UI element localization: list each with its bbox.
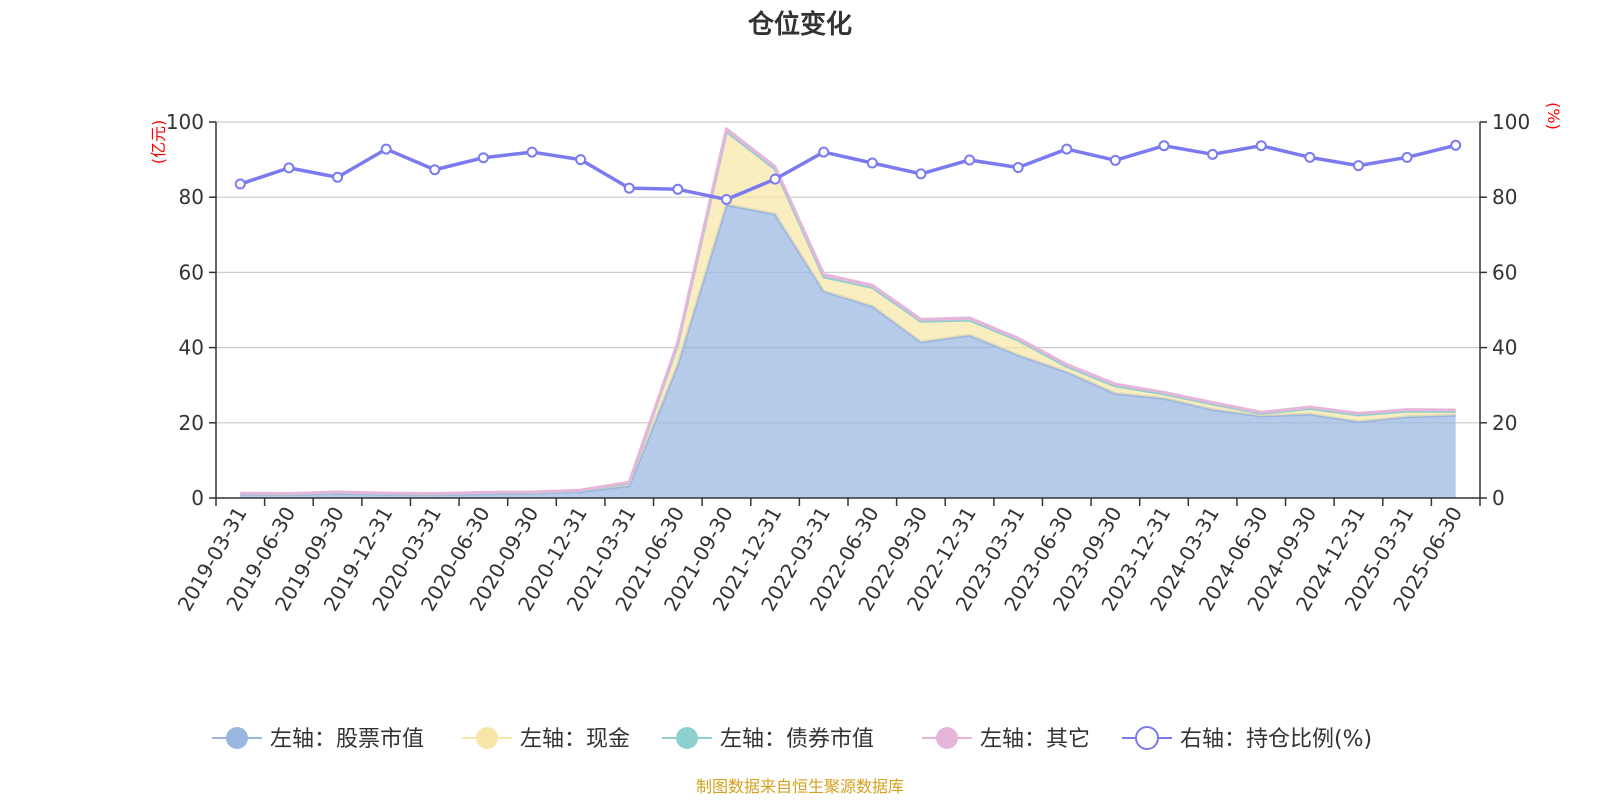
holding-ratio-line xyxy=(234,139,1462,205)
holding-ratio-point xyxy=(1255,140,1267,152)
right-axis-tick-label: 20 xyxy=(1492,411,1517,435)
holding-ratio-point xyxy=(1207,148,1219,160)
legend-label: 左轴：现金 xyxy=(520,727,630,752)
right-axis-unit: (%) xyxy=(1544,102,1563,130)
holding-ratio-point xyxy=(429,164,441,176)
legend-marker xyxy=(476,727,498,749)
legend-item-cash: 左轴：现金 xyxy=(462,727,630,752)
holding-ratio-point xyxy=(575,154,587,166)
holding-ratio-path xyxy=(239,143,1457,202)
legend-label: 右轴：持仓比例(%) xyxy=(1180,727,1372,752)
holding-ratio-point xyxy=(1450,139,1462,151)
holding-ratio-point xyxy=(1109,154,1121,166)
holding-ratio-point xyxy=(1304,151,1316,163)
holding-ratio-point xyxy=(1352,160,1364,172)
holding-ratio-point xyxy=(769,173,781,185)
holding-ratio-point xyxy=(964,154,976,166)
stacked-areas xyxy=(240,127,1456,498)
source-note: 制图数据来自恒生聚源数据库 xyxy=(696,777,904,796)
right-axis-tick-label: 40 xyxy=(1492,336,1517,360)
holding-ratio-point xyxy=(818,146,830,158)
legend-item-ratio: 右轴：持仓比例(%) xyxy=(1122,726,1372,752)
holding-ratio-point xyxy=(720,193,732,205)
holding-ratio-point xyxy=(477,152,489,164)
holding-ratio-point xyxy=(332,171,344,183)
legend-label: 左轴：股票市值 xyxy=(270,727,424,752)
left-axis-tick-label: 100 xyxy=(166,110,204,134)
legend-item-stock: 左轴：股票市值 xyxy=(212,727,424,752)
stock-area xyxy=(240,204,1456,498)
holding-ratio-point xyxy=(866,157,878,169)
right-axis-tick-label: 60 xyxy=(1492,260,1517,284)
legend-marker xyxy=(936,727,958,749)
left-axis-tick-label: 0 xyxy=(191,486,204,510)
holding-ratio-point xyxy=(1061,143,1073,155)
legend-item-other: 左轴：其它 xyxy=(922,727,1090,752)
holding-ratio-point xyxy=(283,162,295,174)
legend-marker xyxy=(1135,726,1159,750)
holding-ratio-point xyxy=(526,146,538,158)
right-axis-tick-label: 100 xyxy=(1492,110,1530,134)
left-axis-tick-label: 40 xyxy=(179,336,204,360)
right-axis-tick-label: 0 xyxy=(1492,486,1505,510)
chart-title: 仓位变化 xyxy=(747,9,852,40)
holding-ratio-point xyxy=(1401,151,1413,163)
legend-marker xyxy=(226,727,248,749)
left-axis-tick-label: 60 xyxy=(179,260,204,284)
holding-ratio-point xyxy=(915,168,927,180)
holding-ratio-point xyxy=(1158,140,1170,152)
legend-item-bond: 左轴：债券市值 xyxy=(662,727,874,752)
legend-label: 左轴：其它 xyxy=(980,727,1090,752)
left-axis-tick-label: 20 xyxy=(179,411,204,435)
legend-marker xyxy=(676,727,698,749)
legend: 左轴：股票市值 左轴：现金 左轴：债券市值 左轴：其它 右轴：持仓比例(%) xyxy=(212,726,1372,752)
holding-ratio-point xyxy=(234,178,246,190)
holding-ratio-point xyxy=(380,143,392,155)
other-area-edge xyxy=(240,127,1456,495)
holding-ratio-point xyxy=(1012,161,1024,173)
right-axis-tick-label: 80 xyxy=(1492,185,1517,209)
left-axis-tick-label: 80 xyxy=(179,185,204,209)
holding-ratio-point xyxy=(623,182,635,194)
left-axis-unit: (亿元) xyxy=(149,120,168,165)
holding-ratio-point xyxy=(672,183,684,195)
legend-label: 左轴：债券市值 xyxy=(720,727,874,752)
